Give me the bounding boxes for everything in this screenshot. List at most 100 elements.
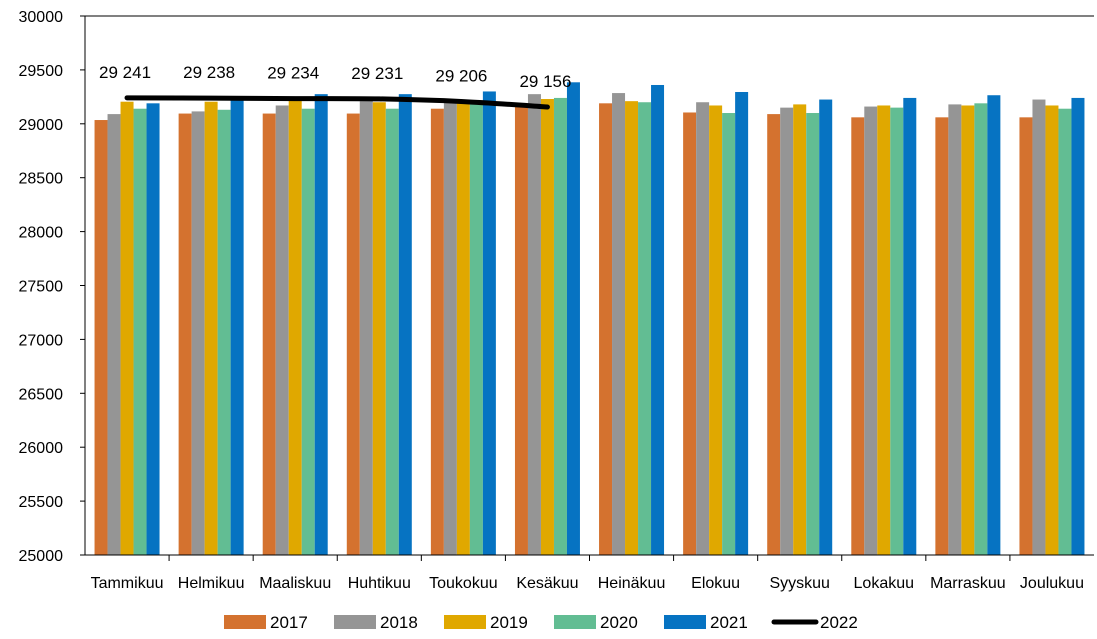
y-tick-label: 29000: [19, 117, 64, 134]
bar-2019: [1045, 105, 1059, 555]
legend-label: 2017: [270, 613, 308, 632]
bar-2021: [566, 82, 580, 555]
bar-2018: [359, 101, 373, 556]
bar-2020: [469, 103, 483, 556]
data-label-2022: 29 231: [351, 64, 403, 83]
bar-2019: [709, 105, 723, 555]
legend-label: 2020: [600, 613, 638, 632]
bar-2019: [288, 100, 302, 556]
x-tick-label: Heinäkuu: [598, 575, 666, 592]
legend-label: 2021: [710, 613, 748, 632]
bar-2018: [696, 102, 710, 556]
bar-2019: [540, 99, 554, 556]
bar-2021: [398, 94, 412, 555]
data-label-2022: 29 238: [183, 63, 235, 82]
x-tick-label: Marraskuu: [930, 575, 1006, 592]
legend-label: 2018: [380, 613, 418, 632]
x-tick-label: Helmikuu: [178, 575, 245, 592]
x-tick-label: Kesäkuu: [516, 575, 578, 592]
x-tick-label: Elokuu: [691, 575, 740, 592]
bar-2017: [514, 106, 528, 555]
data-label-2022: 29 156: [519, 72, 571, 91]
bar-2018: [780, 107, 794, 555]
bar-2020: [301, 108, 315, 555]
bar-2021: [987, 95, 1001, 555]
y-tick-label: 27500: [19, 279, 64, 296]
bar-2017: [599, 103, 613, 556]
legend-item-2018: 2018: [334, 613, 418, 632]
bar-2021: [146, 103, 160, 556]
bar-2019: [204, 101, 218, 556]
x-tick-label: Huhtikuu: [348, 575, 411, 592]
bar-2020: [1058, 108, 1072, 555]
bar-2017: [683, 112, 697, 555]
legend-item-2020: 2020: [554, 613, 638, 632]
bar-2020: [806, 113, 820, 556]
data-label-2022: 29 241: [99, 63, 151, 82]
bar-2018: [275, 105, 289, 555]
data-label-2022: 29 234: [267, 64, 319, 83]
y-tick-label: 28000: [19, 225, 64, 242]
legend-label: 2022: [820, 613, 858, 632]
bar-2018: [948, 104, 962, 556]
bar-2018: [191, 111, 205, 555]
bar-2017: [94, 120, 108, 555]
bar-2020: [385, 108, 399, 555]
bar-2021: [1071, 97, 1085, 555]
x-tick-label: Toukokuu: [429, 575, 498, 592]
bar-2017: [851, 117, 865, 555]
y-tick-label: 26000: [19, 440, 64, 457]
bar-2021: [482, 91, 496, 556]
bar-2021: [819, 99, 833, 556]
bar-2018: [527, 94, 541, 555]
x-tick-label: Lokakuu: [854, 575, 915, 592]
legend-swatch: [224, 615, 266, 629]
bar-2019: [625, 101, 639, 556]
bar-2019: [372, 102, 386, 556]
bar-2020: [890, 107, 904, 555]
line-series-2022: [124, 95, 550, 110]
legend-swatch: [334, 615, 376, 629]
bar-2017: [767, 114, 781, 556]
y-tick-label: 27000: [19, 332, 64, 349]
bar-2018: [612, 93, 626, 556]
bar-2017: [262, 113, 276, 556]
legend-label: 2019: [490, 613, 528, 632]
bar-2017: [1019, 117, 1033, 555]
bar-2018: [107, 114, 121, 556]
x-tick-label: Syyskuu: [769, 575, 829, 592]
y-tick-label: 29500: [19, 63, 64, 80]
bar-2021: [651, 84, 665, 555]
x-tick-label: Joulukuu: [1020, 575, 1084, 592]
legend-swatch: [664, 615, 706, 629]
legend-item-2022: 2022: [771, 613, 858, 632]
bar-2020: [974, 103, 988, 556]
bar-2020: [133, 108, 147, 555]
bar-2017: [430, 108, 444, 555]
bar-2018: [864, 106, 878, 555]
bar-2019: [961, 105, 975, 555]
bar-2017: [935, 117, 949, 555]
bar-2021: [230, 100, 244, 556]
bar-2020: [553, 97, 567, 555]
y-tick-label: 25000: [19, 548, 64, 565]
legend-item-2021: 2021: [664, 613, 748, 632]
y-tick-label: 25500: [19, 494, 64, 511]
y-tick-label: 30000: [19, 9, 64, 26]
bar-2020: [217, 109, 231, 555]
legend-swatch: [554, 615, 596, 629]
bar-2018: [443, 100, 457, 556]
bar-2019: [456, 101, 470, 556]
bar-2021: [314, 94, 328, 555]
y-tick-label: 28500: [19, 171, 64, 188]
bar-2019: [793, 104, 807, 556]
legend-item-2019: 2019: [444, 613, 528, 632]
y-tick-label: 26500: [19, 386, 64, 403]
data-label-2022: 29 206: [435, 67, 487, 86]
bar-2019: [877, 105, 891, 555]
bar-2021: [735, 91, 749, 556]
bar-2020: [638, 102, 652, 556]
legend-swatch: [444, 615, 486, 629]
